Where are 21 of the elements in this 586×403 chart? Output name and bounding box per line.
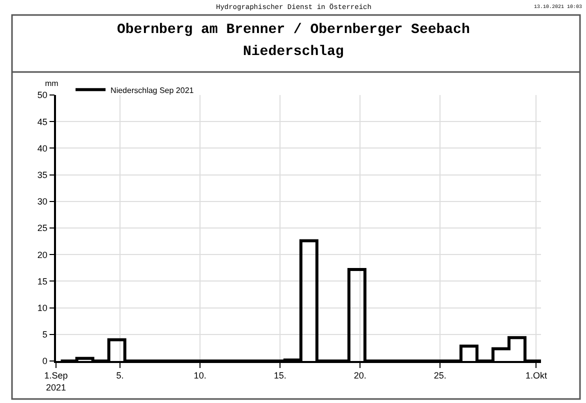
x-tick-label: 20. bbox=[354, 370, 366, 381]
chart-title: Obernberg am Brenner / Obernberger Seebach Niederschlag bbox=[117, 22, 470, 60]
x-tick-label: 5. bbox=[116, 370, 124, 381]
y-tick-label: 0 bbox=[42, 356, 48, 366]
y-tick-label: 45 bbox=[37, 116, 48, 127]
y-axis-title: mm bbox=[45, 79, 59, 88]
y-tick-label: 30 bbox=[37, 196, 48, 207]
y-tick-label: 20 bbox=[37, 250, 48, 260]
x-tick-label: 10. bbox=[194, 370, 206, 381]
legend-label: Niederschlag Sep 2021 bbox=[110, 86, 194, 95]
y-tick-label: 35 bbox=[37, 170, 48, 180]
y-tick-label: 50 bbox=[37, 90, 48, 100]
y-tick-label: 40 bbox=[37, 143, 48, 154]
y-tick-label: 25 bbox=[37, 223, 48, 234]
y-tick-label: 5 bbox=[42, 330, 48, 340]
x-tick-label: 1.Okt bbox=[525, 370, 548, 381]
y-tick-label: 10 bbox=[37, 302, 48, 313]
x-tick-label: 1.Sep 2021 bbox=[44, 370, 68, 392]
y-tick-label: 15 bbox=[37, 276, 48, 286]
x-tick-label: 15. bbox=[274, 370, 286, 381]
x-tick-label: 25. bbox=[434, 370, 446, 381]
